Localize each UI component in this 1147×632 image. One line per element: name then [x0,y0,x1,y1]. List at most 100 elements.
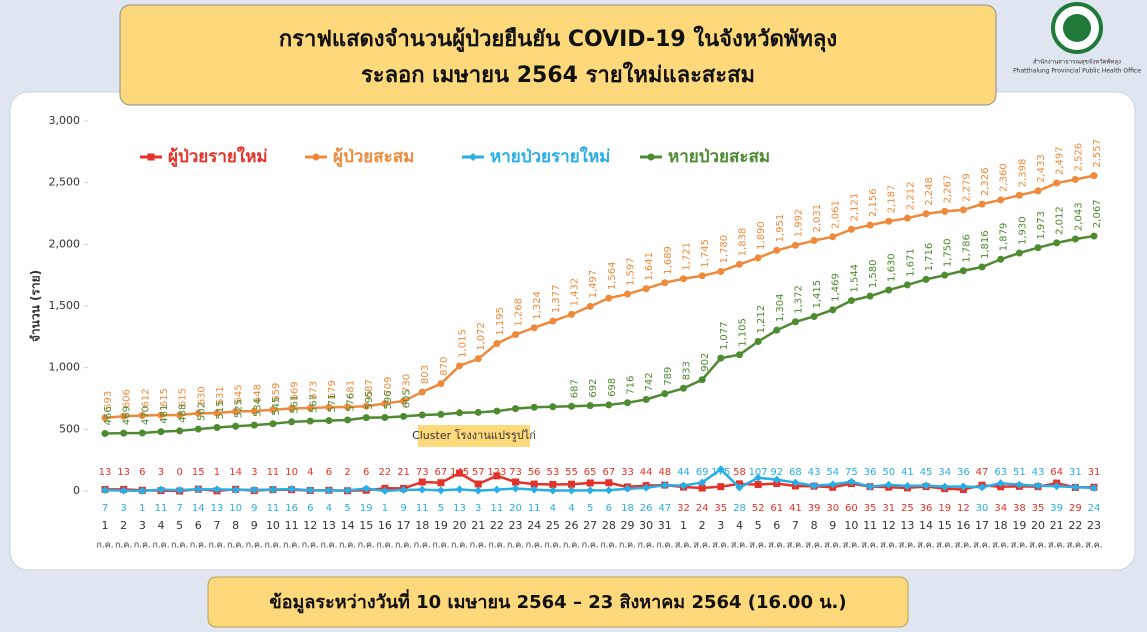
data-label: 31 [882,503,895,514]
data-point [885,217,893,225]
data-point [456,409,464,417]
x-tick-label: 6 [773,519,780,532]
data-point [698,478,707,487]
data-point [399,485,408,494]
data-point [175,486,184,495]
data-label: 6 [139,467,145,478]
data-point [940,482,949,491]
data-label: 13 [211,503,224,514]
data-point [773,246,781,254]
data-point [903,481,912,490]
data-point [1053,179,1061,187]
data-point [1090,232,1098,240]
data-point [1034,481,1043,490]
data-point [642,285,650,293]
y-tick-label: 2,000 [49,237,81,250]
data-point [212,485,221,494]
data-point [306,486,315,495]
data-point [959,206,967,214]
data-point [138,412,146,420]
data-label: 1,497 [588,270,599,299]
data-point [512,478,520,486]
x-sublabel: ส.ค. [768,541,785,551]
x-tick-label: 8 [232,519,239,532]
data-point [530,480,538,488]
data-point [604,486,613,495]
data-label: 645 [234,384,245,403]
data-label: 615 [178,388,189,407]
data-point [922,210,930,218]
data-label: 1,630 [887,253,898,282]
legend-marker [647,153,655,161]
data-label: 2,398 [1017,159,1028,188]
data-label: 9 [251,503,257,514]
x-tick-label: 16 [956,519,970,532]
data-point [474,355,482,363]
data-label: 545 [271,397,282,416]
x-tick-label: 2 [120,519,127,532]
data-label: 1,212 [756,305,767,334]
data-label: 2,433 [1036,154,1047,183]
x-sublabel: ส.ค. [694,541,711,551]
x-sublabel: ก.ค. [227,541,244,551]
data-label: 64 [1050,467,1063,478]
data-point [772,475,781,484]
data-label: 107 [749,467,768,478]
data-label: 571 [327,393,338,412]
x-tick-label: 17 [975,519,989,532]
data-point [717,483,725,491]
data-label: 11 [267,467,280,478]
x-tick-label: 13 [900,519,914,532]
data-label: 687 [364,379,375,398]
data-point [623,399,631,407]
data-point [791,241,799,249]
x-tick-label: 20 [1031,519,1045,532]
data-label: 534 [252,398,263,417]
data-point [978,200,986,208]
chart-title: กราฟแสดงจำนวนผู้ป่วยยืนยัน COVID-19 ในจั… [279,25,837,53]
data-label: 2,156 [868,188,879,217]
x-sublabel: ส.ค. [824,541,841,551]
x-tick-label: 18 [994,519,1008,532]
data-label: 1,415 [812,280,823,309]
data-point [586,302,594,310]
data-point [829,233,837,241]
data-label: 30 [826,503,839,514]
data-point [437,410,445,418]
x-tick-label: 17 [397,519,411,532]
legend-marker [312,153,320,161]
data-label: 669 [290,381,301,400]
x-tick-label: 8 [811,519,818,532]
data-label: 1,597 [625,257,636,286]
x-tick-label: 7 [792,519,799,532]
data-point [194,485,203,494]
data-point [400,397,408,405]
data-point [679,275,687,283]
x-tick-label: 9 [251,519,258,532]
data-label: 2,557 [1092,139,1103,168]
data-point [325,417,333,425]
data-point [866,221,874,229]
x-tick-label: 19 [1012,519,1026,532]
data-label: 11 [267,503,280,514]
data-point [735,260,743,268]
logo-inner [1063,14,1091,42]
data-point [810,481,819,490]
data-point [549,403,557,411]
data-label: 5 [438,503,444,514]
x-tick-label: 4 [157,519,164,532]
legend-marker [469,153,477,161]
data-point [213,409,221,417]
data-point [176,411,184,419]
data-point [493,407,501,415]
data-point [1071,483,1080,492]
data-label: 36 [920,503,933,514]
data-point [381,400,389,408]
data-point [828,480,837,489]
data-point [456,362,464,370]
data-label: 123 [487,467,506,478]
data-label: 692 [588,379,599,398]
data-label: 606 [122,389,133,408]
data-point [1071,175,1079,183]
data-label: 631 [215,386,226,405]
